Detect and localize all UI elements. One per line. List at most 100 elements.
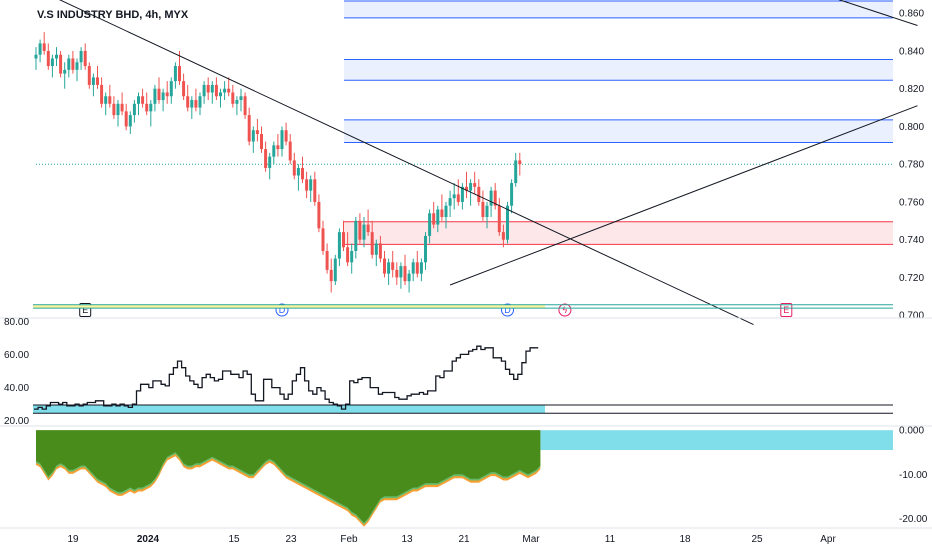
candle-body-5	[55, 54, 58, 59]
candle-body-98	[436, 209, 440, 225]
candle-body-58	[272, 145, 276, 157]
candle-body-1	[38, 43, 42, 55]
candle-body-9	[71, 58, 75, 70]
price-tick-3: 0.800	[899, 122, 924, 133]
trendline-1	[449, 105, 918, 286]
price-tick-8: 0.700	[899, 311, 924, 322]
candle-body-91	[407, 273, 411, 282]
candle-body-87	[391, 262, 395, 270]
event-marker-label-1: D	[279, 305, 286, 315]
candle-body-8	[67, 58, 71, 70]
time-tick-5: 13	[401, 534, 413, 545]
candle-body-110	[485, 205, 489, 218]
candle-body-34	[173, 66, 177, 82]
price-tick-6: 0.740	[899, 235, 924, 246]
event-marker-label-4: E	[783, 305, 789, 315]
zone-fill-0	[344, 0, 893, 18]
candle-body-105	[465, 186, 468, 191]
indicator-1-tick-2: 40.00	[4, 383, 29, 394]
candle-body-52	[247, 115, 251, 142]
candle-body-51	[243, 96, 247, 116]
candle-body-25	[137, 96, 140, 104]
candle-body-88	[395, 269, 399, 278]
zone-fill-1	[344, 59, 893, 81]
candle-body-4	[50, 58, 54, 67]
candle-body-29	[153, 88, 157, 104]
price-tick-5: 0.760	[899, 197, 924, 208]
candle-body-97	[432, 213, 436, 225]
candle-body-36	[182, 81, 186, 97]
candle-body-53	[251, 130, 255, 142]
indicator-1-yellow-band	[33, 304, 545, 309]
candle-body-86	[387, 262, 391, 274]
indicator-1-tick-3: 20.00	[4, 416, 29, 427]
candle-body-41	[202, 84, 206, 97]
candle-body-101	[448, 198, 452, 206]
candle-body-45	[219, 92, 222, 97]
candle-body-61	[284, 130, 288, 142]
candle-body-17	[104, 96, 108, 104]
candle-body-22	[124, 111, 128, 127]
time-axis: 19 2024 15 23 Feb 13 21 Mar 11 18 25 Apr	[0, 527, 932, 545]
chart-title: V.S INDUSTRY BHD, 4h, MYX	[37, 9, 189, 21]
candle-body-14	[91, 77, 95, 85]
candle-body-11	[79, 50, 83, 63]
candle-body-43	[210, 84, 214, 93]
candle-body-89	[399, 266, 403, 278]
indicator-1-tick-0: 80.00	[4, 317, 29, 328]
candle-body-95	[424, 235, 427, 263]
indicator-1-line	[34, 345, 539, 410]
candle-body-77	[350, 251, 354, 263]
candle-body-57	[268, 156, 272, 168]
price-tick-4: 0.780	[899, 160, 924, 171]
candle-body-108	[477, 186, 481, 202]
indicator-1-cyan-band	[33, 404, 545, 414]
candle-body-64	[296, 167, 300, 176]
candle-body-106	[469, 183, 473, 191]
candle-body-96	[428, 213, 432, 236]
candle-body-72	[329, 269, 333, 282]
candle-body-103	[456, 194, 460, 202]
candle-body-30	[157, 88, 161, 101]
candle-body-7	[63, 69, 67, 74]
indicator-2-tick-0: 0.000	[899, 426, 924, 437]
candle-body-90	[403, 266, 407, 282]
candle-body-3	[46, 50, 50, 67]
candle-body-112	[493, 190, 497, 206]
event-marker-label-3: ϟ	[563, 305, 568, 315]
candle-body-117	[514, 160, 518, 184]
candle-body-67	[309, 179, 313, 191]
candle-body-111	[489, 190, 493, 206]
candle-body-40	[198, 96, 202, 108]
indicator-1-tick-1: 60.00	[4, 350, 29, 361]
event-marker-4: E	[780, 303, 793, 317]
trendline-0	[59, 0, 754, 326]
time-tick-0: 19	[67, 534, 79, 545]
candle-body-35	[178, 66, 181, 82]
price-axis: 0.860 0.840 0.820 0.800 0.780 0.760 0.740 0.720…	[899, 9, 924, 322]
candle-body-24	[132, 103, 136, 116]
event-marker-label-2: D	[504, 305, 511, 315]
time-tick-7: Mar	[522, 534, 540, 545]
candle-body-63	[292, 160, 296, 176]
candle-body-65	[301, 167, 304, 180]
zone-fill-3	[344, 221, 893, 245]
candle-body-38	[190, 100, 194, 108]
time-tick-1: 2024	[137, 534, 160, 545]
indicator-2-tick-2: -20.00	[899, 514, 928, 525]
candle-body-82	[370, 232, 374, 255]
candle-body-113	[497, 205, 501, 233]
zone-fill-2	[344, 119, 893, 143]
candle-body-66	[305, 179, 309, 191]
candle-body-10	[75, 62, 79, 70]
time-tick-9: 18	[679, 534, 691, 545]
price-zones	[344, 0, 893, 245]
time-tick-10: 25	[751, 534, 763, 545]
candle-body-81	[366, 224, 370, 233]
candle-body-62	[288, 141, 292, 161]
event-marker-box-4	[780, 303, 793, 317]
candle-body-79	[358, 220, 362, 240]
time-tick-6: 21	[458, 534, 470, 545]
candle-body-16	[100, 84, 104, 104]
